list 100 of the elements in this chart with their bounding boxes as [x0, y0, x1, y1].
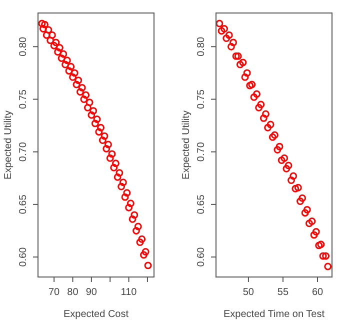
- point: [294, 184, 302, 192]
- x-axis-title: Expected Cost: [63, 309, 129, 320]
- point: [270, 131, 278, 139]
- point: [264, 124, 272, 132]
- point: [84, 104, 92, 112]
- point: [236, 60, 244, 68]
- point: [266, 120, 274, 128]
- point: [126, 200, 134, 208]
- point: [110, 164, 118, 172]
- point: [262, 110, 270, 118]
- point: [260, 114, 268, 122]
- point: [255, 104, 263, 112]
- point: [317, 240, 325, 248]
- point: [243, 69, 251, 77]
- point: [76, 88, 84, 96]
- point: [319, 252, 327, 260]
- point: [301, 209, 309, 217]
- point: [48, 31, 56, 39]
- point: [50, 42, 58, 50]
- point: [310, 231, 318, 239]
- point: [80, 96, 88, 103]
- y-tick-label: 0.60: [18, 246, 29, 267]
- point: [74, 76, 82, 84]
- x-tick-label: 90: [86, 287, 98, 298]
- y-tick-label: 0.80: [196, 36, 207, 56]
- point: [39, 25, 47, 33]
- point: [241, 73, 249, 81]
- point: [324, 262, 332, 270]
- y-tick-label: 0.70: [196, 142, 207, 162]
- point: [298, 194, 306, 202]
- point: [97, 124, 104, 132]
- point: [322, 252, 330, 260]
- point: [305, 220, 313, 228]
- point: [86, 98, 94, 106]
- point: [138, 235, 146, 243]
- point: [230, 38, 237, 46]
- y-axis-title: Expected Utility: [3, 110, 14, 180]
- point: [82, 91, 90, 99]
- point: [248, 80, 256, 88]
- point: [118, 182, 126, 190]
- point: [250, 93, 258, 101]
- point: [292, 184, 300, 192]
- point: [144, 262, 152, 270]
- x-tick-label: 110: [120, 287, 138, 298]
- point: [70, 69, 78, 77]
- point: [65, 67, 73, 75]
- point: [93, 116, 101, 123]
- y-axis-title: Expected Utility: [181, 110, 192, 180]
- point: [104, 140, 112, 148]
- point: [114, 173, 122, 181]
- point: [58, 54, 66, 62]
- point: [303, 206, 311, 214]
- point: [123, 189, 131, 197]
- point: [100, 132, 108, 140]
- point: [63, 56, 71, 64]
- point: [315, 242, 323, 250]
- point: [78, 84, 86, 92]
- point: [239, 58, 247, 66]
- x-tick-label: 55: [277, 287, 289, 298]
- point: [116, 169, 124, 177]
- point: [130, 211, 138, 219]
- y-tick-label: 0.60: [196, 246, 207, 267]
- x-axis-title: Expected Time on Test: [224, 309, 325, 320]
- point: [91, 120, 99, 128]
- point: [218, 27, 226, 35]
- point: [46, 36, 54, 44]
- point: [108, 150, 116, 158]
- point: [216, 20, 224, 28]
- point: [56, 44, 64, 52]
- point: [67, 62, 75, 70]
- point: [222, 34, 230, 42]
- x-tick-label: 80: [67, 287, 79, 298]
- point: [225, 31, 233, 39]
- point: [38, 20, 46, 28]
- point: [220, 25, 228, 33]
- point: [125, 204, 133, 212]
- point: [257, 100, 265, 108]
- point: [106, 154, 114, 162]
- point: [112, 160, 120, 168]
- point: [136, 238, 144, 246]
- point: [54, 48, 62, 56]
- point: [72, 80, 80, 88]
- point: [60, 50, 68, 58]
- point: [288, 176, 295, 184]
- point: [128, 215, 136, 223]
- point: [134, 222, 142, 230]
- point: [42, 31, 50, 39]
- x-tick-label: 60: [312, 287, 324, 298]
- point: [276, 142, 284, 150]
- x-tick-label: 70: [48, 287, 60, 298]
- point: [98, 136, 106, 144]
- point: [119, 178, 127, 186]
- point: [121, 193, 129, 201]
- point: [274, 146, 282, 154]
- point: [44, 26, 52, 34]
- point: [234, 52, 242, 60]
- point: [312, 228, 320, 236]
- point: [282, 164, 290, 172]
- point: [227, 42, 235, 50]
- point: [90, 107, 98, 115]
